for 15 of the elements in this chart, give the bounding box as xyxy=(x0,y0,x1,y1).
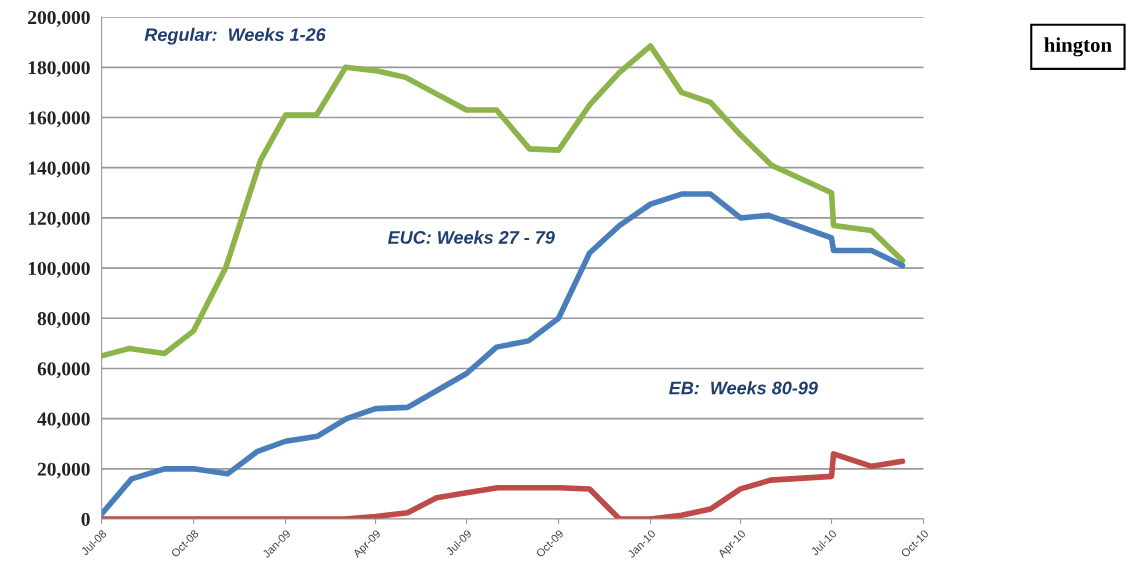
y-tick-label: 200,000 xyxy=(28,10,90,27)
annotation: EB: Weeks 80-99 xyxy=(669,381,818,395)
y-tick-label: 160,000 xyxy=(28,111,90,128)
text: hington xyxy=(1044,37,1112,57)
y-tick-label: 0 xyxy=(81,512,90,526)
y-tick-label: 20,000 xyxy=(37,462,90,479)
y-tick-label: 180,000 xyxy=(28,61,90,78)
annotation: Regular: Weeks 1-26 xyxy=(144,27,326,45)
y-tick-label: 80,000 xyxy=(37,312,90,329)
y-tick-label: 140,000 xyxy=(28,161,90,178)
annotation: EUC: Weeks 27 - 79 xyxy=(387,230,555,244)
y-tick-label: 100,000 xyxy=(28,261,90,278)
y-tick-label: 60,000 xyxy=(37,362,90,379)
y-tick-label: 40,000 xyxy=(37,412,90,429)
y-tick-label: 120,000 xyxy=(28,211,90,228)
